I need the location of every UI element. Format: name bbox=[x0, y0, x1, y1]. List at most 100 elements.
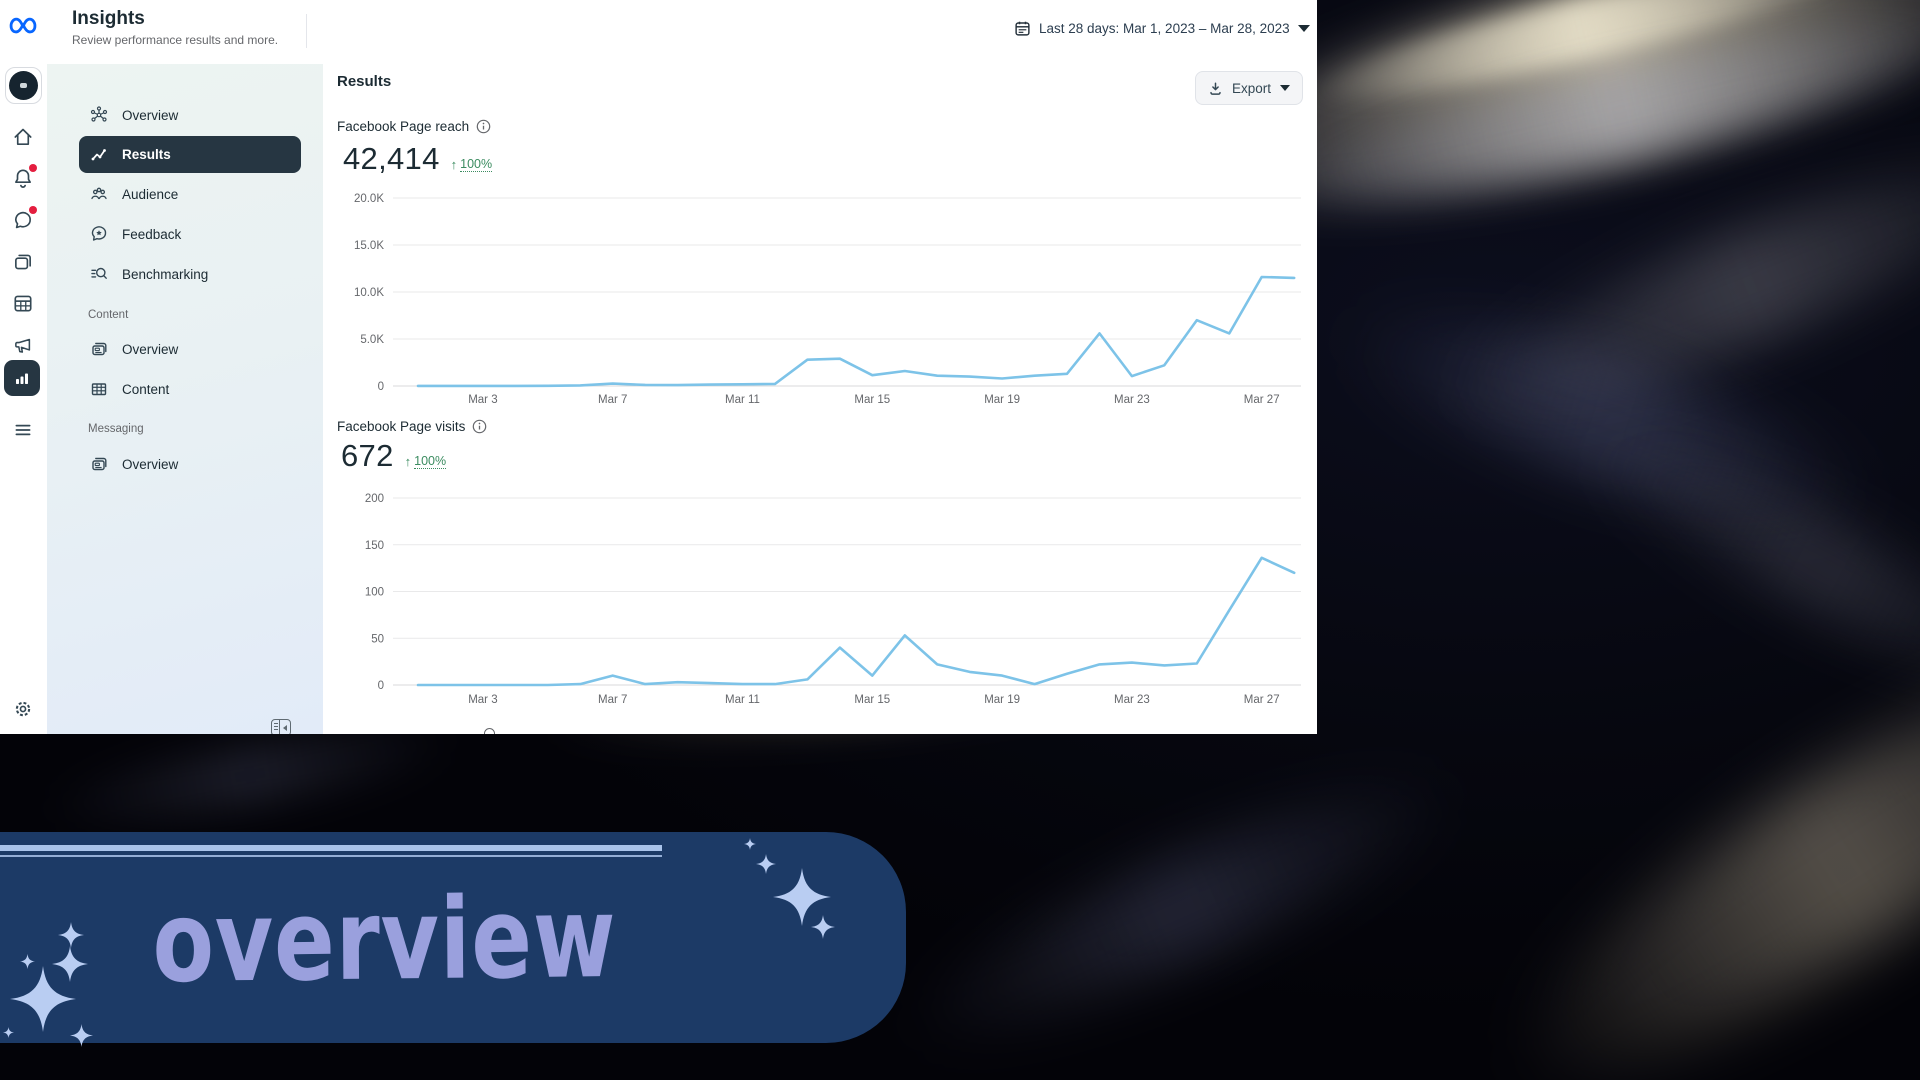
sidebar-item-label: Feedback bbox=[122, 226, 182, 242]
reach-change-percent[interactable]: 100% bbox=[460, 157, 493, 172]
fabric-sheen bbox=[1475, 586, 1920, 1080]
planner-icon[interactable] bbox=[12, 292, 34, 314]
fabric-sheen bbox=[885, 742, 1475, 1078]
sparkle-icon bbox=[70, 1024, 93, 1047]
sparkle-icon bbox=[58, 922, 84, 948]
svg-text:50: 50 bbox=[371, 633, 384, 645]
collapse-arrow-glyph bbox=[280, 720, 290, 734]
svg-text:10.0K: 10.0K bbox=[354, 287, 384, 299]
collapse-sidebar-button[interactable] bbox=[271, 719, 291, 734]
reach-line-chart[interactable]: 0 5.0K 10.0K 15.0K 20.0K Mar 3 Mar 7 Mar 11 Mar … bbox=[340, 188, 1315, 410]
meta-business-suite-window: Insights Review performance results and … bbox=[0, 0, 1317, 734]
banner-title: overview bbox=[152, 872, 617, 1008]
insights-sidebar: Overview Results Audience bbox=[47, 64, 323, 734]
svg-text:Mar 19: Mar 19 bbox=[984, 394, 1020, 406]
meta-logo-icon[interactable] bbox=[7, 12, 39, 38]
visits-line-chart[interactable]: 0 50 100 150 200 Mar 3 Mar 7 Mar 11 Mar 15 Mar 19… bbox=[340, 488, 1315, 714]
sidebar-item-results[interactable]: Results bbox=[79, 136, 301, 173]
chevron-down-icon bbox=[1297, 24, 1310, 32]
benchmark-search-icon bbox=[89, 264, 109, 284]
banner-accent-line bbox=[0, 845, 662, 851]
date-range-picker[interactable]: Last 28 days: Mar 1, 2023 – Mar 28, 2023 bbox=[1014, 14, 1310, 42]
download-icon bbox=[1210, 82, 1221, 95]
reach-metric-row: 42,414 ↑ 100% bbox=[343, 141, 493, 177]
notification-badge bbox=[29, 164, 37, 172]
svg-text:Mar 15: Mar 15 bbox=[854, 694, 890, 706]
svg-text:0: 0 bbox=[378, 680, 384, 692]
messages-button[interactable] bbox=[12, 206, 37, 231]
info-icon[interactable] bbox=[472, 419, 487, 434]
bar-chart-icon bbox=[16, 373, 28, 384]
visits-chart-title: Facebook Page visits bbox=[337, 419, 466, 434]
visits-metric-value: 672 bbox=[341, 438, 394, 473]
svg-text:Mar 23: Mar 23 bbox=[1114, 394, 1150, 406]
svg-text:Mar 11: Mar 11 bbox=[725, 694, 760, 706]
export-label: Export bbox=[1231, 80, 1272, 96]
page-title: Insights bbox=[72, 8, 145, 29]
date-range-label: Last 28 days: Mar 1, 2023 – Mar 28, 2023 bbox=[1039, 20, 1290, 36]
settings-gear-icon[interactable] bbox=[12, 698, 34, 720]
svg-text:Mar 27: Mar 27 bbox=[1244, 394, 1280, 406]
overview-banner: overview bbox=[0, 832, 906, 1047]
sidebar-item-label: Overview bbox=[122, 456, 179, 472]
sidebar-item-content-overview[interactable]: Overview bbox=[79, 333, 301, 365]
page-subtitle: Review performance results and more. bbox=[72, 33, 279, 47]
cut-off-info-icon bbox=[484, 728, 495, 734]
info-icon[interactable] bbox=[476, 119, 491, 134]
feedback-bubble-icon bbox=[89, 224, 109, 244]
svg-text:0: 0 bbox=[378, 381, 384, 393]
sidebar-item-label: Results bbox=[122, 147, 171, 162]
sidebar-item-content[interactable]: Content bbox=[79, 373, 301, 405]
sidebar-item-messaging-overview[interactable]: Overview bbox=[79, 448, 301, 480]
sidebar-item-label: Overview bbox=[122, 107, 179, 123]
svg-text:Mar 7: Mar 7 bbox=[598, 394, 627, 406]
topbar-divider bbox=[306, 14, 307, 48]
calendar-icon bbox=[1015, 21, 1030, 36]
sidebar-pane-glyph bbox=[272, 720, 281, 734]
sidebar-item-audience[interactable]: Audience bbox=[79, 178, 301, 210]
sparkle-icon bbox=[20, 954, 35, 969]
trend-up-icon: ↑ bbox=[404, 454, 412, 469]
message-badge bbox=[29, 206, 37, 214]
people-icon bbox=[89, 184, 109, 204]
export-button[interactable]: Export bbox=[1195, 71, 1303, 105]
post-card-icon bbox=[89, 339, 109, 359]
visits-chart-title-row: Facebook Page visits bbox=[337, 419, 487, 434]
svg-text:150: 150 bbox=[365, 540, 384, 552]
banner-accent-line-thin bbox=[0, 855, 662, 857]
svg-text:Mar 23: Mar 23 bbox=[1114, 694, 1150, 706]
menu-icon[interactable] bbox=[12, 419, 34, 441]
sparkle-icon bbox=[744, 838, 756, 850]
section-label-messaging: Messaging bbox=[88, 423, 144, 435]
posts-icon[interactable] bbox=[12, 251, 34, 273]
svg-text:200: 200 bbox=[365, 493, 384, 505]
svg-text:Mar 3: Mar 3 bbox=[468, 694, 497, 706]
sidebar-item-label: Audience bbox=[122, 186, 179, 202]
ads-megaphone-icon[interactable] bbox=[12, 334, 34, 356]
svg-text:Mar 7: Mar 7 bbox=[598, 694, 627, 706]
insights-nav-selected[interactable] bbox=[4, 360, 40, 396]
sparkle-icon bbox=[811, 915, 835, 939]
reach-chart-title-row: Facebook Page reach bbox=[337, 119, 491, 134]
svg-text:Mar 3: Mar 3 bbox=[468, 394, 497, 406]
sidebar-item-label: Benchmarking bbox=[122, 266, 209, 282]
svg-text:5.0K: 5.0K bbox=[360, 334, 384, 346]
home-icon[interactable] bbox=[12, 126, 34, 148]
business-avatar[interactable] bbox=[5, 67, 42, 104]
notifications-button[interactable] bbox=[12, 164, 37, 189]
line-chart-icon bbox=[89, 145, 109, 165]
chevron-down-icon bbox=[1280, 85, 1291, 91]
sidebar-item-benchmarking[interactable]: Benchmarking bbox=[79, 258, 301, 290]
chat-bubble-icon bbox=[15, 211, 31, 229]
svg-text:Mar 15: Mar 15 bbox=[854, 394, 890, 406]
trend-up-icon: ↑ bbox=[450, 157, 458, 172]
results-section-title: Results bbox=[337, 73, 392, 90]
visits-change-percent[interactable]: 100% bbox=[414, 454, 447, 469]
svg-text:Mar 27: Mar 27 bbox=[1244, 694, 1280, 706]
sidebar-item-label: Overview bbox=[122, 341, 179, 357]
svg-text:15.0K: 15.0K bbox=[354, 240, 384, 252]
sidebar-item-feedback[interactable]: Feedback bbox=[79, 218, 301, 250]
sidebar-item-overview[interactable]: Overview bbox=[79, 99, 301, 131]
bell-icon bbox=[15, 169, 31, 188]
sparkle-icon bbox=[3, 1027, 14, 1038]
